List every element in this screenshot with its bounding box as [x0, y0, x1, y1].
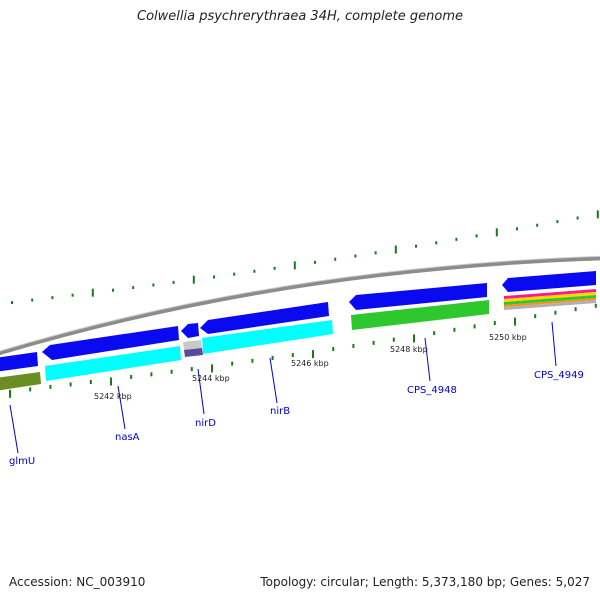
genome-stats-text: Topology: circular; Length: 5,373,180 bp… [260, 575, 590, 589]
gene-label-nasA[interactable]: nasA [115, 432, 140, 443]
feature-glmU-forward[interactable] [0, 352, 38, 372]
tick-label-5246: 5246 kbp [291, 359, 329, 368]
dot-track-mark [172, 280, 175, 284]
tick-label-5250: 5250 kbp [489, 333, 527, 342]
accession-text: Accession: NC_003910 [9, 575, 146, 589]
gene-label-CPS_4948[interactable]: CPS_4948 [407, 385, 457, 396]
tick-label-5244: 5244 kbp [192, 374, 230, 383]
dot-track-mark [233, 272, 236, 276]
position-ticks [9, 303, 597, 398]
position-tick-mark [291, 353, 294, 358]
position-tick-mark [190, 367, 193, 372]
dot-track-mark [293, 261, 296, 270]
position-tick-mark [69, 382, 72, 387]
dot-track-mark [51, 296, 54, 300]
position-tick-mark [29, 387, 32, 392]
genome-backbone-highlight [0, 255, 600, 352]
dot-track-mark [576, 216, 579, 220]
position-tick-mark [433, 331, 436, 336]
map-title: Colwellia psychrerythraea 34H, complete … [137, 9, 463, 24]
position-tick-mark [271, 355, 274, 360]
tick-label-5248: 5248 kbp [390, 345, 428, 354]
position-tick-mark [211, 364, 213, 373]
gene-label-nirD[interactable]: nirD [195, 418, 216, 429]
position-tick-mark [392, 337, 395, 342]
feature-nirD-reverse-b[interactable] [184, 348, 203, 357]
position-tick-mark [312, 350, 314, 359]
dot-track-mark [536, 223, 539, 227]
position-tick-mark [251, 358, 254, 363]
position-tick-mark [49, 384, 52, 389]
dot-track-mark [132, 286, 135, 290]
gene-label-nirB[interactable]: nirB [270, 406, 290, 417]
dot-track-mark [192, 275, 195, 284]
feature-CPS_4949-forward[interactable] [502, 271, 596, 292]
dot-track-mark [475, 234, 478, 238]
dot-track-mark [516, 227, 518, 231]
dot-track-mark [213, 275, 215, 279]
gene-label-leaders [9, 321, 557, 454]
position-tick-mark [413, 334, 415, 343]
position-tick-mark [493, 321, 496, 326]
dot-track-mark [596, 210, 599, 219]
feature-CPS_4948-reverse[interactable] [351, 300, 489, 330]
position-tick-mark [130, 374, 133, 379]
feature-nirD-forward[interactable] [181, 323, 199, 338]
gene-label-glmU[interactable]: glmU [9, 456, 35, 467]
position-tick-mark [453, 327, 456, 332]
dot-track-mark [273, 266, 276, 270]
position-tick-mark [554, 310, 557, 315]
dot-track-mark [354, 254, 357, 258]
feature-nasA-reverse[interactable] [45, 346, 181, 381]
dot-track-mark [11, 301, 13, 305]
feature-CPS_4948-forward[interactable] [349, 283, 487, 310]
feature-glmU-reverse[interactable] [0, 372, 41, 391]
dot-track-mark [495, 228, 498, 237]
dot-track-mark [415, 244, 417, 248]
dot-track-mark [314, 260, 316, 264]
dot-track-mark [71, 293, 74, 297]
position-tick-mark [9, 389, 11, 398]
position-tick-mark [89, 379, 92, 384]
position-tick-mark [574, 307, 577, 312]
position-tick-mark [352, 343, 355, 348]
dot-track-mark [334, 257, 337, 261]
feature-nirB-reverse[interactable] [202, 320, 333, 354]
gene-label-CPS_4949[interactable]: CPS_4949 [534, 370, 584, 381]
position-tick-mark [110, 377, 112, 386]
feature-CPS_4949-reverse[interactable] [504, 289, 596, 310]
feature-nasA-forward[interactable] [42, 326, 179, 360]
position-tick-mark [372, 340, 375, 345]
dot-track-mark [394, 245, 397, 254]
dot-track-mark [91, 288, 94, 297]
position-tick-mark [594, 303, 597, 308]
dot-track [11, 210, 599, 305]
tick-label-5242: 5242 kbp [94, 392, 132, 401]
dot-track-mark [374, 251, 377, 255]
position-tick-mark [170, 369, 173, 374]
position-tick-mark [473, 324, 476, 329]
dot-track-mark [152, 283, 155, 287]
dot-track-mark [112, 288, 114, 292]
position-tick-mark [150, 372, 153, 377]
dot-track-mark [455, 237, 458, 241]
dot-track-mark [253, 269, 256, 273]
genome-backbone [0, 256, 600, 356]
dot-track-mark [556, 220, 559, 224]
position-tick-mark [534, 314, 537, 319]
feature-nirB-forward[interactable] [200, 302, 329, 334]
position-tick-mark [514, 317, 516, 326]
feature-nirD-reverse-a[interactable] [183, 340, 202, 350]
dot-track-mark [31, 298, 34, 302]
position-tick-mark [231, 361, 234, 366]
position-tick-mark [332, 347, 335, 352]
dot-track-mark [435, 241, 438, 245]
